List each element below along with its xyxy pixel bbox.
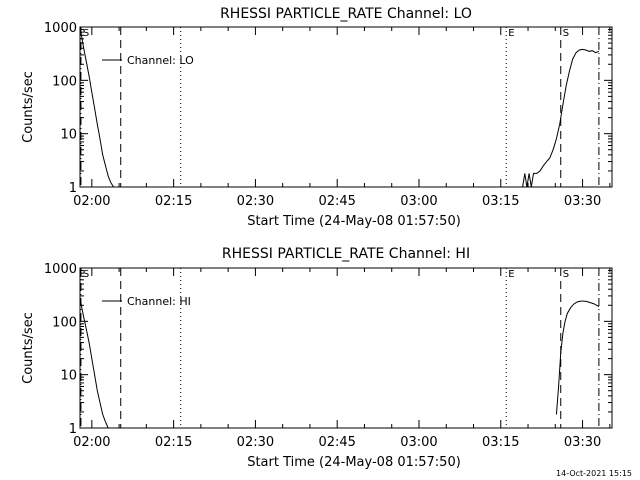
y-tick-label: 1 xyxy=(69,181,77,196)
x-tick-label: 02:15 xyxy=(155,435,192,450)
x-tick-label: 02:45 xyxy=(318,194,355,209)
y-tick-label: 100 xyxy=(52,74,77,89)
y-tick-label: 1 xyxy=(69,422,77,437)
series-line xyxy=(80,303,109,429)
y-tick-label: 10 xyxy=(60,128,77,143)
y-tick-label: 1000 xyxy=(44,21,77,36)
plot-timestamp: 14-Oct-2021 15:15 xyxy=(556,469,632,478)
series-line xyxy=(555,300,600,415)
x-tick-label: 03:00 xyxy=(400,435,437,450)
y-tick-label: 1000 xyxy=(44,262,77,277)
legend-label: Channel: LO xyxy=(127,54,194,67)
x-tick-label: 03:30 xyxy=(564,194,601,209)
event-marker-label: S xyxy=(83,269,89,280)
plot-frame xyxy=(79,26,613,188)
y-axis-label: Counts/sec xyxy=(21,312,36,384)
y-tick-label: 10 xyxy=(60,369,77,384)
chart-panel-1: RHESSI PARTICLE_RATE Channel: LO 1 10 100 10… xyxy=(21,6,613,229)
event-marker-label: E xyxy=(508,269,514,280)
event-marker-label: S xyxy=(83,28,89,39)
legend-label: Channel: HI xyxy=(127,295,191,308)
x-tick-label: 02:15 xyxy=(155,194,192,209)
x-tick-label: 02:30 xyxy=(237,194,274,209)
x-axis-label: Start Time (24-May-08 01:57:50) xyxy=(247,455,461,470)
x-tick-label: 03:15 xyxy=(482,194,519,209)
series-line xyxy=(522,48,600,188)
y-tick-label: 100 xyxy=(52,315,77,330)
chart-title: RHESSI PARTICLE_RATE Channel: LO xyxy=(220,6,472,22)
x-tick-label: 02:00 xyxy=(73,435,110,450)
x-tick-label: 03:30 xyxy=(564,435,601,450)
x-tick-label: 02:00 xyxy=(73,194,110,209)
chart-title: RHESSI PARTICLE_RATE Channel: HI xyxy=(222,246,470,262)
x-tick-label: 02:30 xyxy=(237,435,274,450)
x-tick-label: 02:45 xyxy=(318,435,355,450)
event-marker-label: S xyxy=(563,28,569,39)
event-marker-label: S xyxy=(563,269,569,280)
x-tick-label: 03:15 xyxy=(482,435,519,450)
x-tick-label: 03:00 xyxy=(400,194,437,209)
x-axis-label: Start Time (24-May-08 01:57:50) xyxy=(247,214,461,229)
chart-panel-2: RHESSI PARTICLE_RATE Channel: HI 1 10 100 10… xyxy=(21,246,613,470)
event-marker-label: E xyxy=(508,28,514,39)
y-axis-label: Counts/sec xyxy=(21,71,36,143)
series-line xyxy=(80,32,115,188)
plot-frame xyxy=(79,267,613,429)
